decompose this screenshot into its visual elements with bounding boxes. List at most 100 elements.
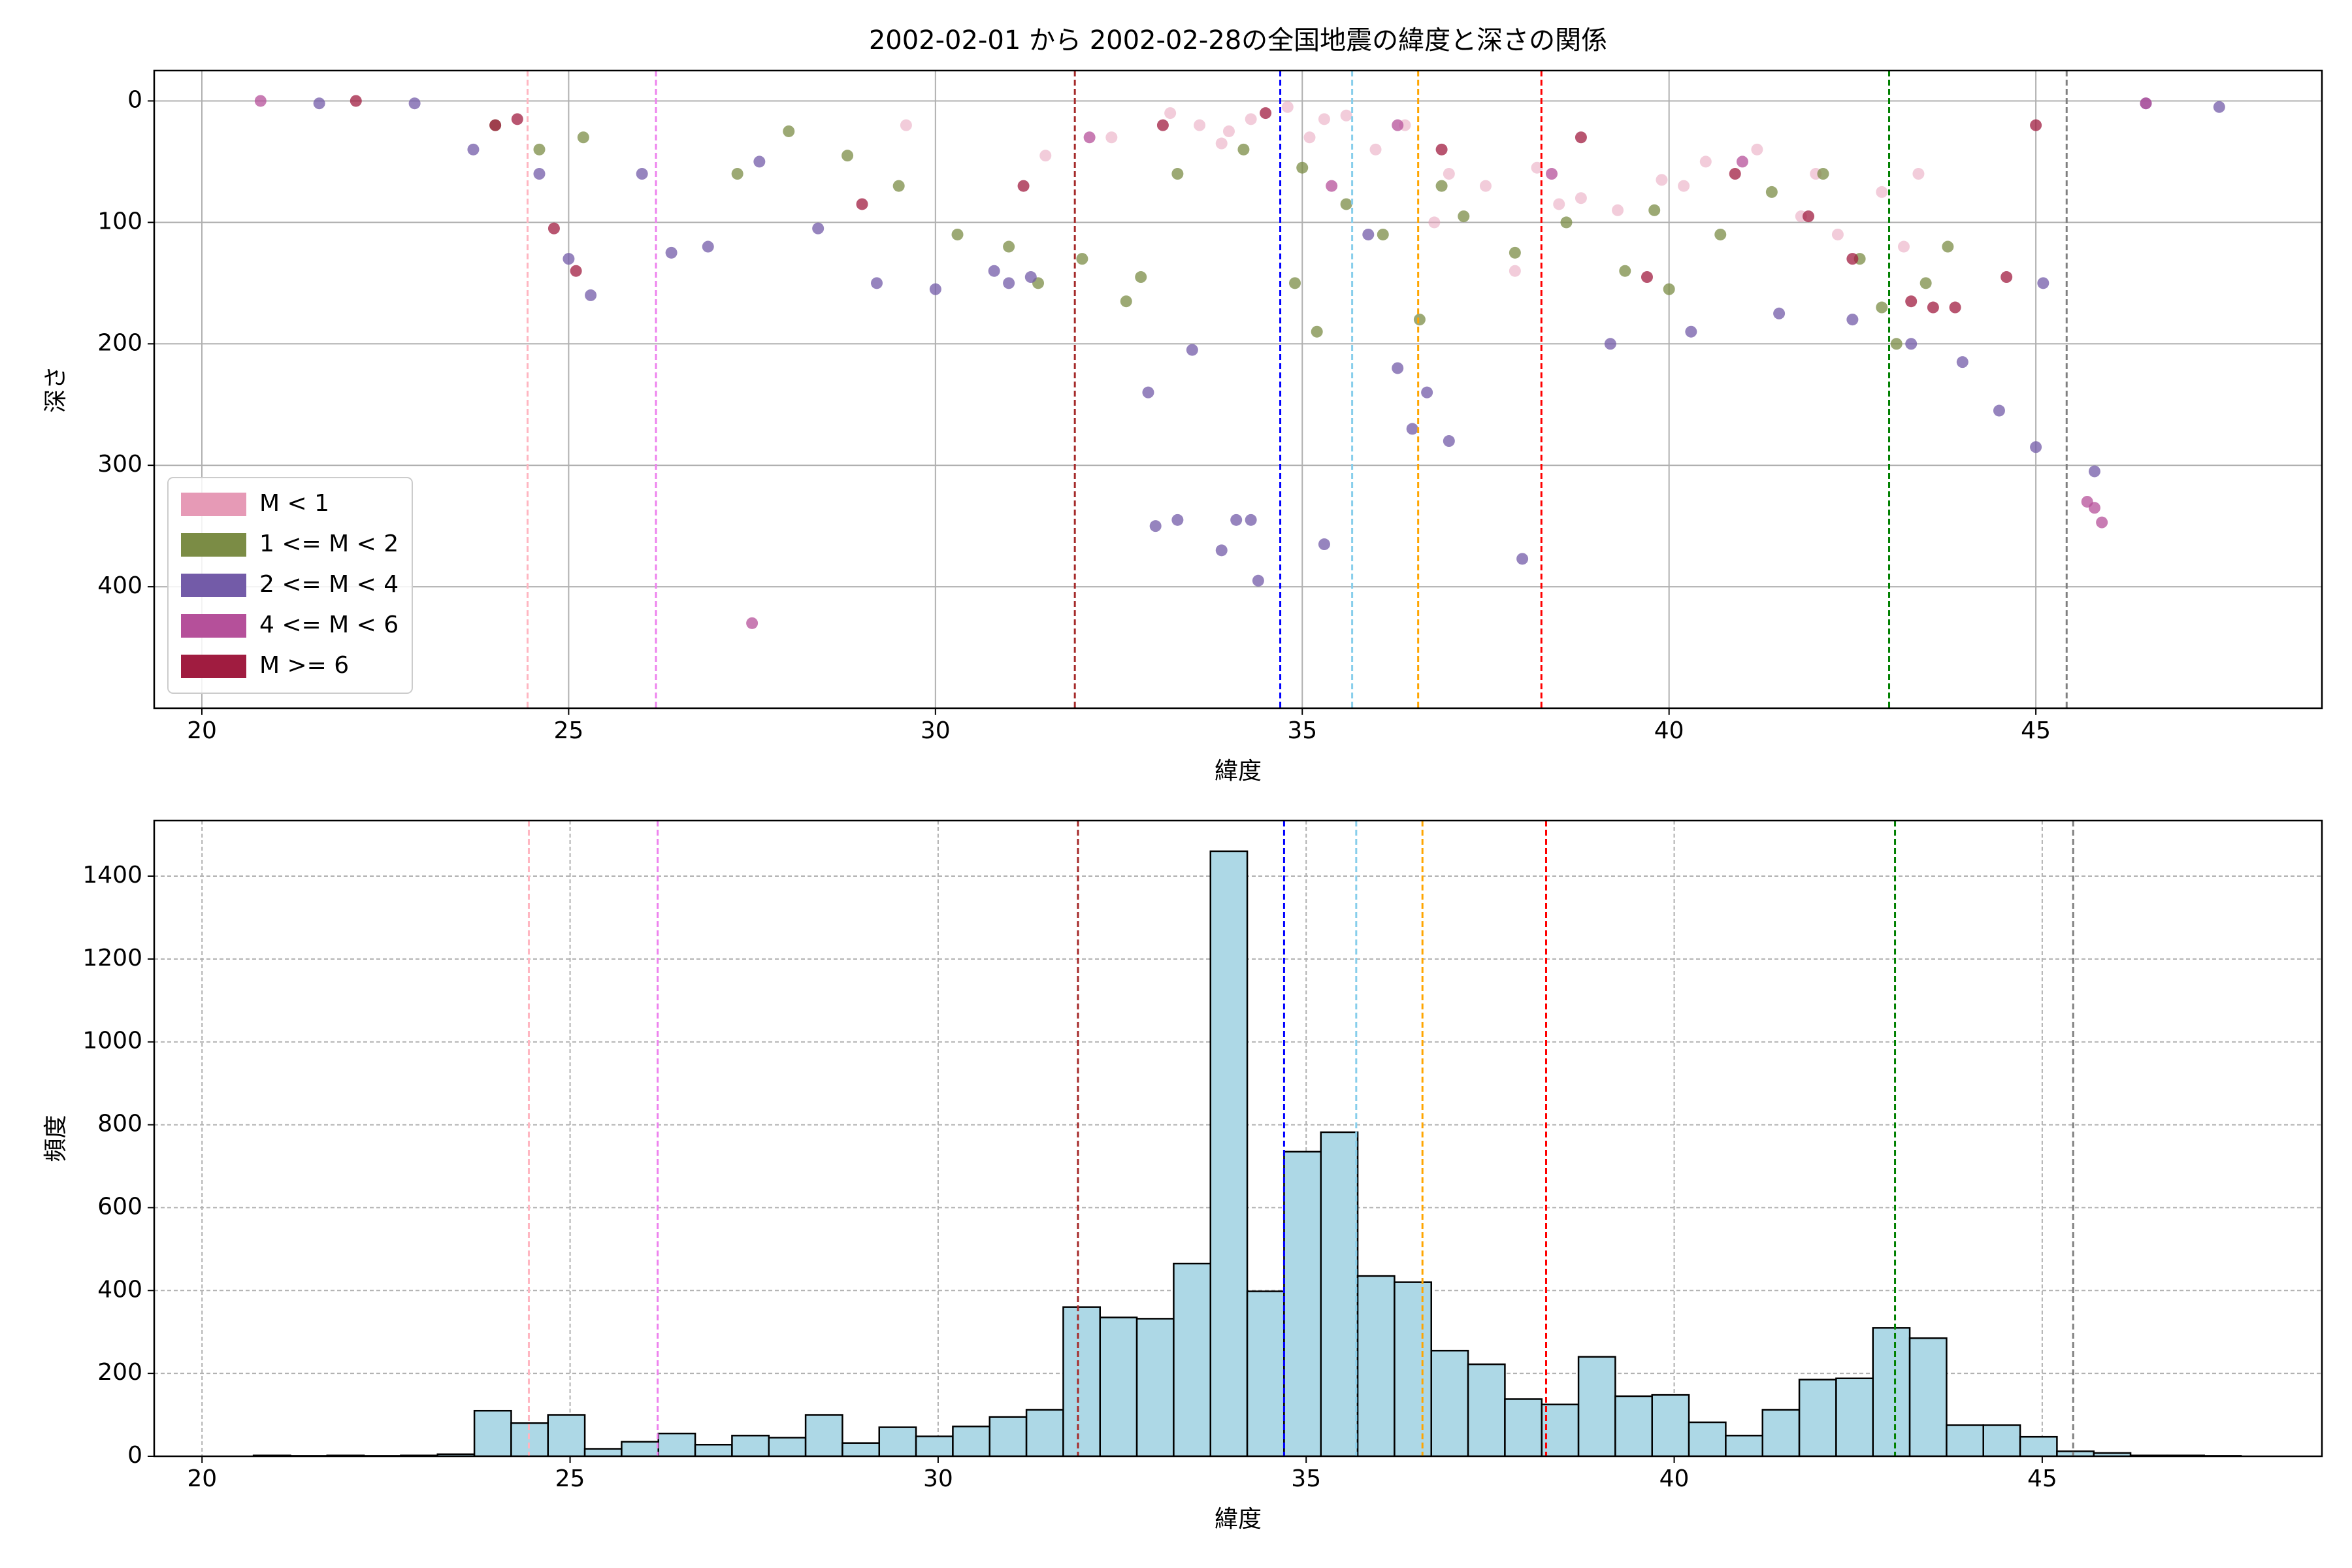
x-tick-label: 20 [187, 1465, 217, 1492]
point [2096, 516, 2108, 529]
bar [1394, 1281, 1432, 1456]
point [1714, 228, 1727, 240]
point [1531, 161, 1543, 174]
bar [952, 1426, 991, 1456]
point [1927, 301, 1939, 314]
bar [1725, 1435, 1763, 1456]
point [1890, 338, 1903, 350]
legend-box [167, 477, 413, 694]
point [1876, 301, 1888, 314]
bar [1688, 1421, 1727, 1456]
point [1039, 150, 1052, 162]
x-tick-label: 45 [2021, 717, 2051, 744]
point [1443, 435, 1455, 448]
axes-frame [153, 819, 2323, 1458]
point [1142, 386, 1154, 399]
point [1377, 228, 1389, 240]
point [1509, 265, 1521, 277]
point [900, 119, 912, 131]
point [1303, 131, 1316, 144]
point [1024, 271, 1037, 284]
y-tick-label: 0 [127, 1442, 142, 1469]
x-axis-label: 緯度 [1215, 758, 1262, 785]
point [1186, 344, 1198, 356]
point [1230, 514, 1243, 526]
point [1905, 295, 1918, 308]
point [1949, 301, 1961, 314]
point [1171, 514, 1184, 526]
point [1729, 168, 1741, 180]
point [1003, 240, 1015, 253]
bar [1504, 1398, 1543, 1456]
point [1699, 155, 1712, 168]
point [1245, 514, 1257, 526]
point [988, 265, 1000, 277]
point [1237, 143, 1250, 155]
bar [1173, 1262, 1212, 1456]
point [313, 97, 325, 110]
point [1260, 107, 1272, 120]
x-tick-label: 40 [1659, 1465, 1690, 1492]
point [1604, 338, 1616, 350]
x-tick-label: 35 [1287, 717, 1317, 744]
point [1993, 404, 2005, 417]
x-tick-label: 40 [1654, 717, 1684, 744]
point [1942, 240, 1954, 253]
y-tick-label: 200 [97, 1359, 142, 1386]
point [1685, 325, 1697, 338]
point [1406, 423, 1418, 435]
y-tick-label: 200 [97, 329, 142, 356]
point [1296, 161, 1309, 174]
point [1017, 180, 1030, 192]
y-tick-label: 1400 [82, 862, 142, 889]
point [467, 143, 480, 155]
y-tick-label: 400 [97, 1276, 142, 1303]
point [1831, 228, 1844, 240]
point [1897, 240, 1910, 253]
point [812, 222, 825, 235]
point [1663, 283, 1675, 295]
point [533, 168, 546, 180]
point [1656, 174, 1668, 186]
point [665, 246, 678, 259]
point [1612, 204, 1624, 216]
legend-swatch [181, 574, 246, 597]
bar [1651, 1394, 1690, 1456]
point [1443, 168, 1455, 180]
bar [1430, 1350, 1469, 1456]
point [731, 168, 743, 180]
y-axis-label: 頻度 [42, 1115, 69, 1162]
bar [1099, 1316, 1138, 1456]
point [2088, 502, 2100, 514]
bar [547, 1414, 586, 1456]
point [2140, 97, 2152, 110]
point [1553, 198, 1565, 210]
y-axis-label: 深さ [42, 366, 69, 413]
point [951, 228, 964, 240]
plot-area [154, 71, 2322, 708]
point [1222, 125, 1235, 137]
legend-label: M < 1 [259, 490, 329, 517]
point [2001, 271, 2013, 284]
point [1215, 137, 1228, 150]
point [1392, 119, 1404, 131]
point [1516, 553, 1529, 565]
point [1912, 168, 1925, 180]
bar [1467, 1363, 1506, 1456]
point [1105, 131, 1118, 144]
bar [1062, 1306, 1102, 1456]
y-tick-label: 0 [127, 86, 142, 113]
point [929, 283, 941, 295]
chart-title: 2002-02-01 から 2002-02-28の全国地震の緯度と深さの関係 [869, 25, 1607, 56]
point [254, 95, 267, 107]
bar [583, 1448, 623, 1456]
x-tick-label: 25 [555, 1465, 585, 1492]
point [1245, 113, 1257, 125]
x-tick-label: 30 [923, 1465, 953, 1492]
bar [1283, 1151, 1322, 1456]
bar [1872, 1327, 1911, 1456]
point [1252, 574, 1264, 587]
point [1003, 277, 1015, 289]
bar [1577, 1356, 1616, 1456]
bar [1798, 1379, 1837, 1456]
